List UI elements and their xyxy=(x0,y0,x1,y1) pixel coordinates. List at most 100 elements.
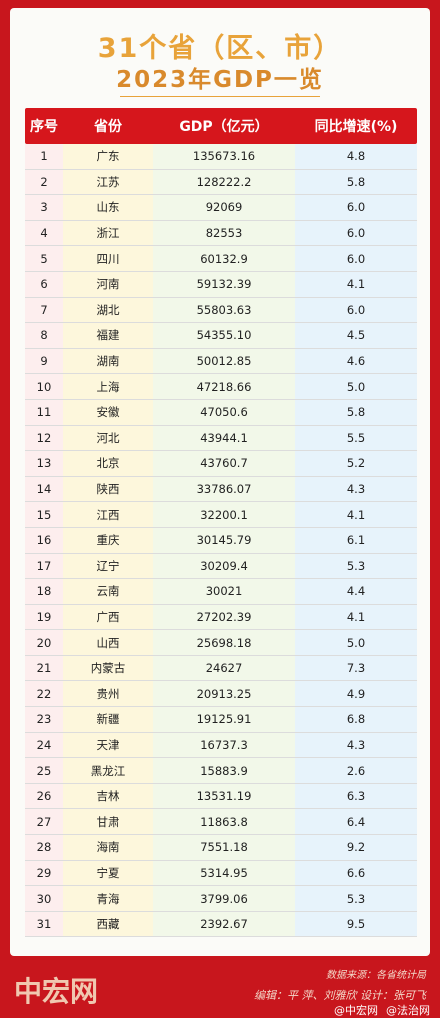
table-row: 29 宁夏 5314.95 6.6 xyxy=(25,860,417,887)
logo: 中宏网 xyxy=(14,975,99,1008)
cell: 8 xyxy=(25,323,63,348)
source: 数据来源：各省统计局 xyxy=(326,970,426,981)
cell: 15 xyxy=(25,502,63,527)
cell: 13 xyxy=(25,451,63,476)
cell: 4.3 xyxy=(295,732,417,758)
cell: 6.3 xyxy=(295,783,417,809)
table-row: 7 湖北 55803.63 6.0 xyxy=(25,297,417,324)
cell: 4 xyxy=(25,220,63,246)
title: 31个省（区、市） xyxy=(97,33,343,64)
cell: 60132.9 xyxy=(153,246,295,271)
credits: 编辑：平 萍、刘雅欣 设计：张可飞 xyxy=(254,989,426,1002)
cell: 5 xyxy=(25,246,63,271)
cell: 43760.7 xyxy=(153,451,295,476)
cell: 9.5 xyxy=(295,911,417,937)
cell: 50012.85 xyxy=(153,348,295,374)
column-header: 序号 xyxy=(30,119,58,135)
table-row: 23 新疆 19125.91 6.8 xyxy=(25,707,417,733)
cell: 31 xyxy=(25,911,63,937)
cell: 21 xyxy=(25,655,63,681)
table-row: 17 辽宁 30209.4 5.3 xyxy=(25,553,417,580)
cell: 32200.1 xyxy=(153,502,295,527)
table-row: 1 广东 135673.16 4.8 xyxy=(25,144,417,170)
cell: 6.6 xyxy=(295,860,417,886)
cell: 30145.79 xyxy=(153,527,295,553)
cell: 30 xyxy=(25,886,63,911)
cell: 4.1 xyxy=(295,604,417,630)
cell: 43944.1 xyxy=(153,425,295,451)
cell: 5.8 xyxy=(295,169,417,195)
cell: 10 xyxy=(25,374,63,399)
table-row: 5 四川 60132.9 6.0 xyxy=(25,246,417,272)
cell: 25698.18 xyxy=(153,630,295,655)
cell: 27202.39 xyxy=(153,604,295,630)
cell: 重庆 xyxy=(63,527,153,553)
cell: 贵州 xyxy=(63,681,153,707)
cell: 吉林 xyxy=(63,783,153,809)
cell: 4.1 xyxy=(295,502,417,527)
cell: 青海 xyxy=(63,886,153,911)
cell: 山东 xyxy=(63,195,153,220)
cell: 16 xyxy=(25,527,63,553)
cell: 上海 xyxy=(63,374,153,399)
table-row: 13 北京 43760.7 5.2 xyxy=(25,451,417,477)
subtitle: 2023年GDP一览 xyxy=(116,67,324,93)
cell: 59132.39 xyxy=(153,271,295,297)
cell: 5.0 xyxy=(295,630,417,655)
table-row: 19 广西 27202.39 4.1 xyxy=(25,604,417,631)
column-header: 同比增速(%) xyxy=(314,119,398,135)
cell: 13531.19 xyxy=(153,783,295,809)
table-row: 9 湖南 50012.85 4.6 xyxy=(25,348,417,375)
cell: 2.6 xyxy=(295,758,417,783)
cell: 5.0 xyxy=(295,374,417,399)
table: 序号 省份 GDP（亿元） 同比增速(%) 1 广东 135673.16 4.8 2 江苏 1282… xyxy=(25,108,417,938)
cell: 5.2 xyxy=(295,451,417,476)
cell: 广东 xyxy=(63,144,153,169)
table-row: 3 山东 92069 6.0 xyxy=(25,195,417,221)
cell: 6.1 xyxy=(295,527,417,553)
cell: 北京 xyxy=(63,451,153,476)
cell: 24 xyxy=(25,732,63,758)
cell: 47050.6 xyxy=(153,399,295,425)
cell: 6.0 xyxy=(295,297,417,323)
cell: 6.0 xyxy=(295,195,417,220)
cell: 92069 xyxy=(153,195,295,220)
table-row: 31 西藏 2392.67 9.5 xyxy=(25,911,417,938)
cell: 6.4 xyxy=(295,809,417,835)
table-row: 11 安徽 47050.6 5.8 xyxy=(25,399,417,426)
cell: 3799.06 xyxy=(153,886,295,911)
cell: 河南 xyxy=(63,271,153,297)
cell: 宁夏 xyxy=(63,860,153,886)
cell: 黑龙江 xyxy=(63,758,153,783)
cell: 20 xyxy=(25,630,63,655)
cell: 4.6 xyxy=(295,348,417,374)
cell: 82553 xyxy=(153,220,295,246)
cell: 7.3 xyxy=(295,655,417,681)
cell: 27 xyxy=(25,809,63,835)
cell: 4.5 xyxy=(295,323,417,348)
table-row: 26 吉林 13531.19 6.3 xyxy=(25,783,417,810)
cell: 福建 xyxy=(63,323,153,348)
cell: 广西 xyxy=(63,604,153,630)
cell: 30021 xyxy=(153,579,295,604)
table-row: 25 黑龙江 15883.9 2.6 xyxy=(25,758,417,784)
table-row: 6 河南 59132.39 4.1 xyxy=(25,271,417,298)
cell: 19125.91 xyxy=(153,707,295,732)
table-row: 18 云南 30021 4.4 xyxy=(25,579,417,605)
cell: 6.8 xyxy=(295,707,417,732)
cell: 11863.8 xyxy=(153,809,295,835)
table-row: 16 重庆 30145.79 6.1 xyxy=(25,527,417,554)
cell: 4.4 xyxy=(295,579,417,604)
table-row: 22 贵州 20913.25 4.9 xyxy=(25,681,417,708)
cell: 25 xyxy=(25,758,63,783)
cell: 18 xyxy=(25,579,63,604)
table-row: 30 青海 3799.06 5.3 xyxy=(25,886,417,912)
cell: 17 xyxy=(25,553,63,579)
cell: 海南 xyxy=(63,835,153,860)
cell: 新疆 xyxy=(63,707,153,732)
cell: 19 xyxy=(25,604,63,630)
cell: 128222.2 xyxy=(153,169,295,195)
cell: 23 xyxy=(25,707,63,732)
table-row: 20 山西 25698.18 5.0 xyxy=(25,630,417,656)
column-header: GDP（亿元） xyxy=(179,119,269,135)
